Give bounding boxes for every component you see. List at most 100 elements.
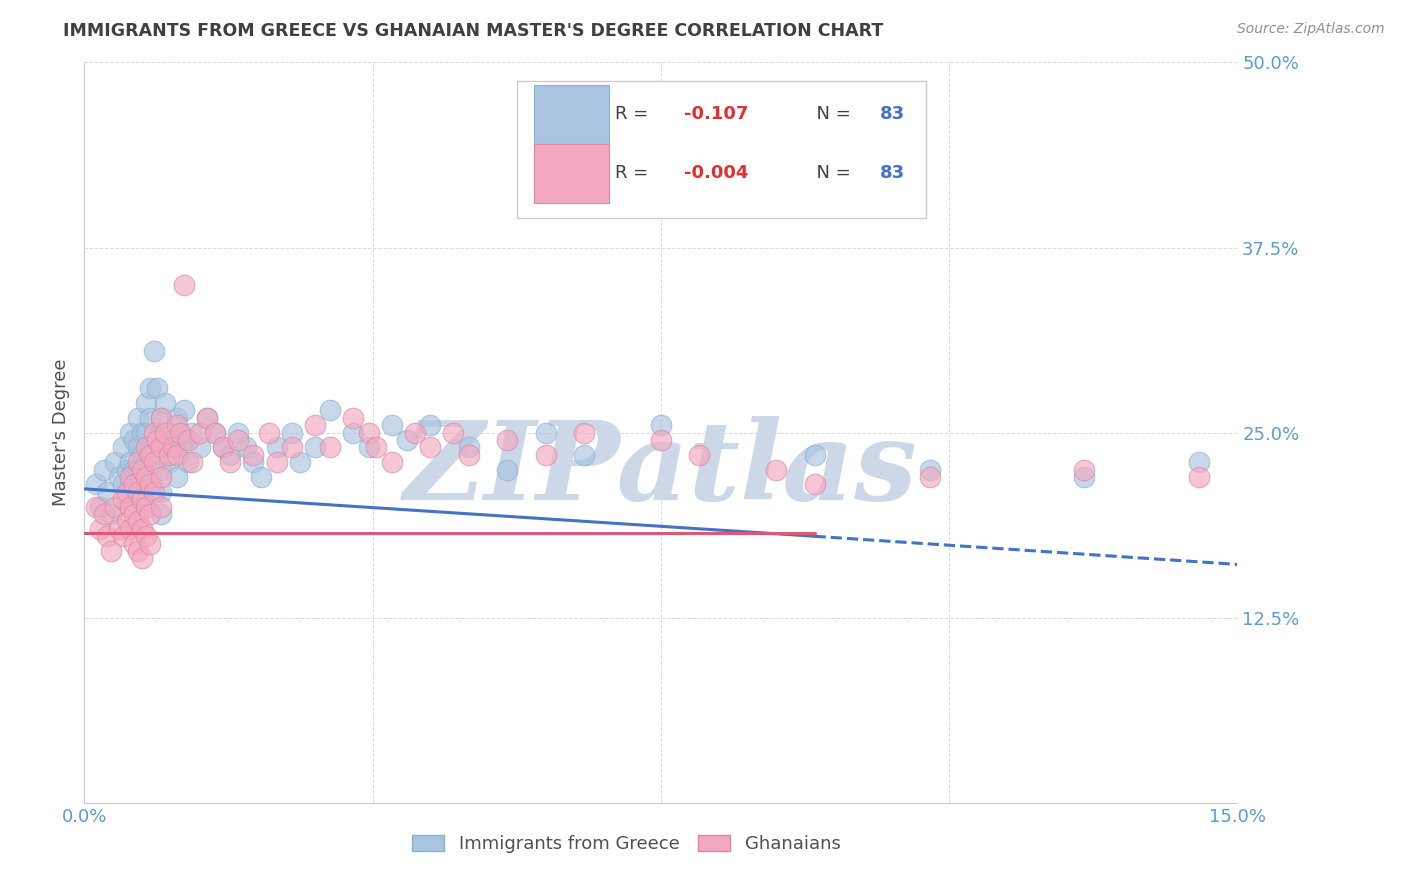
Point xyxy=(441,425,464,440)
Point xyxy=(288,455,311,469)
Point xyxy=(111,492,134,507)
Point xyxy=(124,536,146,550)
Point xyxy=(404,425,426,440)
Point xyxy=(96,529,118,543)
Point xyxy=(138,381,160,395)
Point xyxy=(115,515,138,529)
Point xyxy=(111,441,134,455)
Point xyxy=(242,448,264,462)
Point xyxy=(108,470,131,484)
Text: R =: R = xyxy=(614,164,659,183)
Point xyxy=(177,433,200,447)
Point xyxy=(150,410,173,425)
Text: 83: 83 xyxy=(880,105,905,123)
Point xyxy=(257,425,280,440)
Point xyxy=(803,477,825,491)
Point xyxy=(120,477,142,491)
Point xyxy=(127,515,149,529)
Point xyxy=(396,433,419,447)
Point xyxy=(1073,462,1095,476)
Point xyxy=(173,433,195,447)
Point xyxy=(150,470,173,484)
Point xyxy=(177,455,200,469)
Y-axis label: Master's Degree: Master's Degree xyxy=(52,359,70,507)
Point xyxy=(357,441,380,455)
FancyBboxPatch shape xyxy=(517,81,927,218)
Point xyxy=(534,448,557,462)
Point xyxy=(120,470,142,484)
Point xyxy=(169,425,191,440)
Point xyxy=(157,425,180,440)
Point xyxy=(1188,470,1211,484)
Text: IMMIGRANTS FROM GREECE VS GHANAIAN MASTER'S DEGREE CORRELATION CHART: IMMIGRANTS FROM GREECE VS GHANAIAN MASTE… xyxy=(63,22,883,40)
Point xyxy=(765,462,787,476)
Point xyxy=(496,462,519,476)
Point xyxy=(150,500,173,514)
Point xyxy=(120,455,142,469)
Point xyxy=(457,441,479,455)
Point xyxy=(150,484,173,499)
Point xyxy=(166,410,188,425)
Point xyxy=(127,455,149,469)
Point xyxy=(142,425,165,440)
Point xyxy=(195,410,218,425)
Point xyxy=(650,418,672,433)
Point xyxy=(127,484,149,499)
Point xyxy=(131,425,153,440)
Point xyxy=(131,462,153,476)
Point xyxy=(84,500,107,514)
Point xyxy=(342,410,364,425)
Point xyxy=(142,484,165,499)
Point xyxy=(572,448,595,462)
Point xyxy=(572,425,595,440)
Point xyxy=(918,470,941,484)
Point xyxy=(219,455,242,469)
Point xyxy=(138,410,160,425)
Text: -0.004: -0.004 xyxy=(683,164,748,183)
Point xyxy=(150,507,173,521)
Point xyxy=(135,529,157,543)
Point xyxy=(135,455,157,469)
Point xyxy=(166,418,188,433)
Point xyxy=(150,462,173,476)
Point xyxy=(188,441,211,455)
Point xyxy=(153,396,176,410)
Point xyxy=(131,551,153,566)
Point xyxy=(120,500,142,514)
Point xyxy=(162,441,184,455)
Point xyxy=(115,484,138,499)
Point xyxy=(304,441,326,455)
Text: N =: N = xyxy=(806,105,856,123)
Point xyxy=(124,462,146,476)
Point xyxy=(226,433,249,447)
Point xyxy=(419,441,441,455)
Point xyxy=(266,441,288,455)
Point xyxy=(127,507,149,521)
Point xyxy=(135,500,157,514)
Point xyxy=(688,448,710,462)
Point xyxy=(93,462,115,476)
Text: R =: R = xyxy=(614,105,659,123)
Point xyxy=(146,381,169,395)
Point xyxy=(89,500,111,514)
Point xyxy=(319,441,342,455)
Text: -0.107: -0.107 xyxy=(683,105,748,123)
Point xyxy=(138,507,160,521)
Point xyxy=(131,522,153,536)
Text: Source: ZipAtlas.com: Source: ZipAtlas.com xyxy=(1237,22,1385,37)
Point xyxy=(142,455,165,469)
Point xyxy=(169,425,191,440)
Point xyxy=(150,410,173,425)
Point xyxy=(162,433,184,447)
Point xyxy=(127,484,149,499)
Point xyxy=(120,522,142,536)
Point xyxy=(135,500,157,514)
Point xyxy=(138,536,160,550)
Point xyxy=(173,277,195,292)
Point xyxy=(166,470,188,484)
Point xyxy=(96,484,118,499)
Point xyxy=(146,433,169,447)
Point xyxy=(534,425,557,440)
Point xyxy=(204,425,226,440)
Point xyxy=(281,441,304,455)
